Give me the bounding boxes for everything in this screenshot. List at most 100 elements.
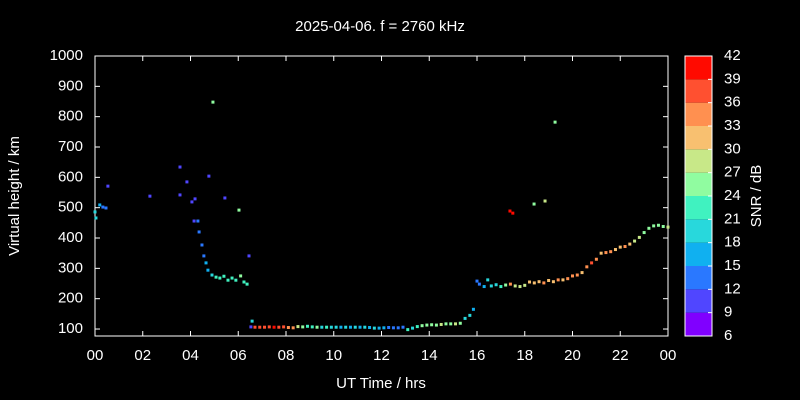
point xyxy=(310,325,314,329)
point xyxy=(272,325,276,329)
point xyxy=(580,271,584,275)
colorbar-tick-label: 18 xyxy=(724,234,741,251)
colorbar-tick-label: 15 xyxy=(724,257,741,274)
point xyxy=(267,325,271,329)
point xyxy=(94,216,98,220)
point xyxy=(320,325,324,329)
point xyxy=(348,325,352,329)
point xyxy=(247,254,251,258)
point xyxy=(253,325,257,329)
point xyxy=(489,284,493,288)
point xyxy=(277,325,281,329)
point xyxy=(301,325,305,329)
point xyxy=(463,316,467,320)
y-tick-label: 1000 xyxy=(50,47,83,64)
x-tick-label: 22 xyxy=(612,347,629,364)
point xyxy=(661,224,665,228)
point xyxy=(508,209,512,213)
point xyxy=(305,324,309,328)
point xyxy=(553,120,557,124)
point xyxy=(339,325,343,329)
point xyxy=(239,274,243,278)
colorbar-tick-label: 27 xyxy=(724,164,741,181)
point xyxy=(230,276,234,280)
point xyxy=(190,200,194,204)
point xyxy=(353,325,357,329)
point xyxy=(471,307,475,311)
colorbar-band xyxy=(685,196,712,220)
colorbar-band xyxy=(685,149,712,173)
point xyxy=(511,211,515,215)
y-tick-label: 900 xyxy=(58,77,83,94)
point xyxy=(196,219,200,223)
colorbar-band xyxy=(685,172,712,196)
y-tick-label: 300 xyxy=(58,259,83,276)
x-tick-label: 20 xyxy=(564,347,581,364)
y-axis-label: Virtual height / km xyxy=(6,136,23,256)
chart-title: 2025-04-06. f = 2760 kHz xyxy=(295,18,465,35)
y-tick-label: 200 xyxy=(58,290,83,307)
point xyxy=(358,325,362,329)
point xyxy=(532,202,536,206)
colorbar-tick-label: 21 xyxy=(724,210,741,227)
x-tick-label: 18 xyxy=(516,347,533,364)
colorbar-tick-label: 42 xyxy=(724,47,741,64)
point xyxy=(202,254,206,258)
point xyxy=(656,223,660,227)
point xyxy=(571,274,574,278)
point xyxy=(543,199,547,203)
point xyxy=(494,283,498,287)
point xyxy=(291,326,295,330)
point xyxy=(204,261,208,265)
x-tick-label: 02 xyxy=(134,347,151,364)
point xyxy=(566,277,570,281)
point xyxy=(486,278,490,282)
colorbar-band xyxy=(685,312,712,336)
colorbar-tick-label: 6 xyxy=(724,327,732,344)
point xyxy=(551,280,555,284)
point xyxy=(523,283,527,287)
point xyxy=(499,285,503,289)
point xyxy=(101,205,105,209)
point xyxy=(666,225,670,229)
colorbar-band xyxy=(685,102,712,126)
x-tick-label: 10 xyxy=(325,347,342,364)
point xyxy=(222,274,226,278)
colorbar-tick-label: 12 xyxy=(724,280,741,297)
colorbar-tick-label: 9 xyxy=(724,304,732,321)
point xyxy=(185,180,189,184)
x-tick-label: 06 xyxy=(230,347,247,364)
x-tick-label: 16 xyxy=(469,347,486,364)
point xyxy=(263,325,267,329)
point xyxy=(245,282,249,286)
point xyxy=(439,322,443,326)
point xyxy=(528,280,532,284)
point xyxy=(192,219,196,223)
colorbar-band xyxy=(685,219,712,243)
point xyxy=(613,248,617,252)
point xyxy=(377,326,381,330)
point xyxy=(415,325,419,329)
point xyxy=(652,224,656,228)
point xyxy=(575,273,579,277)
point xyxy=(315,325,319,329)
point xyxy=(637,235,641,239)
point xyxy=(475,279,479,283)
point xyxy=(618,245,622,249)
point xyxy=(449,322,453,326)
point xyxy=(178,193,182,197)
point xyxy=(647,226,651,230)
point xyxy=(430,323,434,327)
point xyxy=(325,325,329,329)
x-tick-label: 12 xyxy=(373,347,390,364)
colorbar-band xyxy=(685,289,712,313)
point xyxy=(604,251,608,255)
point xyxy=(234,278,238,282)
point xyxy=(258,325,262,329)
x-tick-label: 00 xyxy=(660,347,677,364)
point xyxy=(547,278,551,282)
point xyxy=(193,197,197,201)
point xyxy=(482,285,486,289)
point xyxy=(599,251,603,255)
point xyxy=(454,322,458,326)
